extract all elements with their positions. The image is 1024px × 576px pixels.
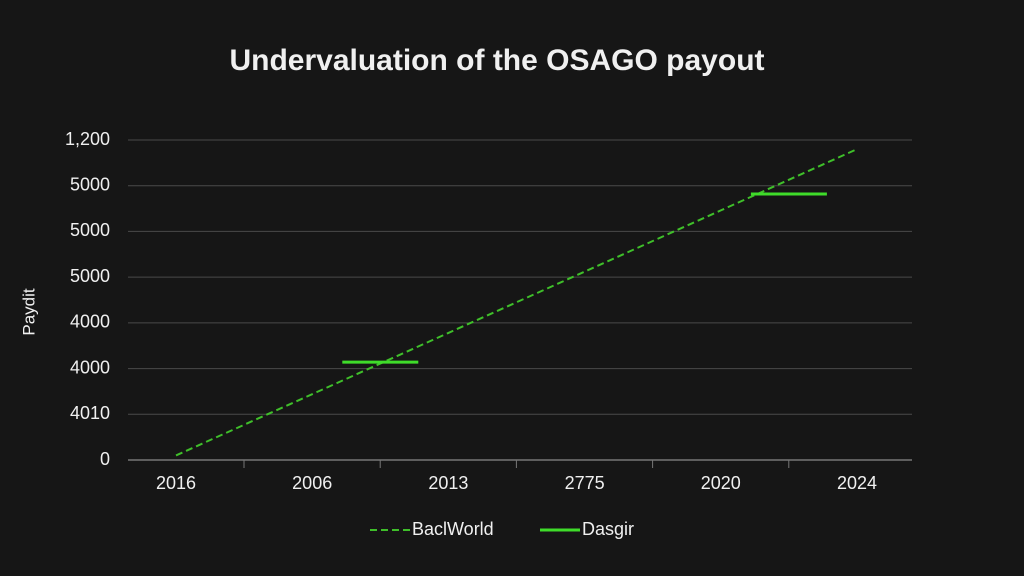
y-tick-label: 5000 (70, 266, 110, 286)
legend-label: BaclWorld (412, 519, 494, 539)
x-tick-label: 2775 (565, 473, 605, 493)
x-tick-label: 2013 (428, 473, 468, 493)
legend-label: Dasgir (582, 519, 634, 539)
y-tick-label: 5000 (70, 174, 110, 194)
y-tick-label: 4000 (70, 312, 110, 332)
x-tick-label: 2016 (156, 473, 196, 493)
x-tick-label: 2006 (292, 473, 332, 493)
y-tick-label: 4000 (70, 357, 110, 377)
y-axis-label: Paydit (19, 288, 38, 336)
chart-title: Undervaluation of the OSAGO payout (229, 44, 764, 77)
y-tick-label: 5000 (70, 220, 110, 240)
y-tick-label: 0 (100, 449, 110, 469)
y-tick-label: 1,200 (65, 129, 110, 149)
x-tick-label: 2024 (837, 473, 877, 493)
x-tick-label: 2020 (701, 473, 741, 493)
line-series (175, 148, 858, 457)
y-tick-label: 4010 (70, 403, 110, 423)
